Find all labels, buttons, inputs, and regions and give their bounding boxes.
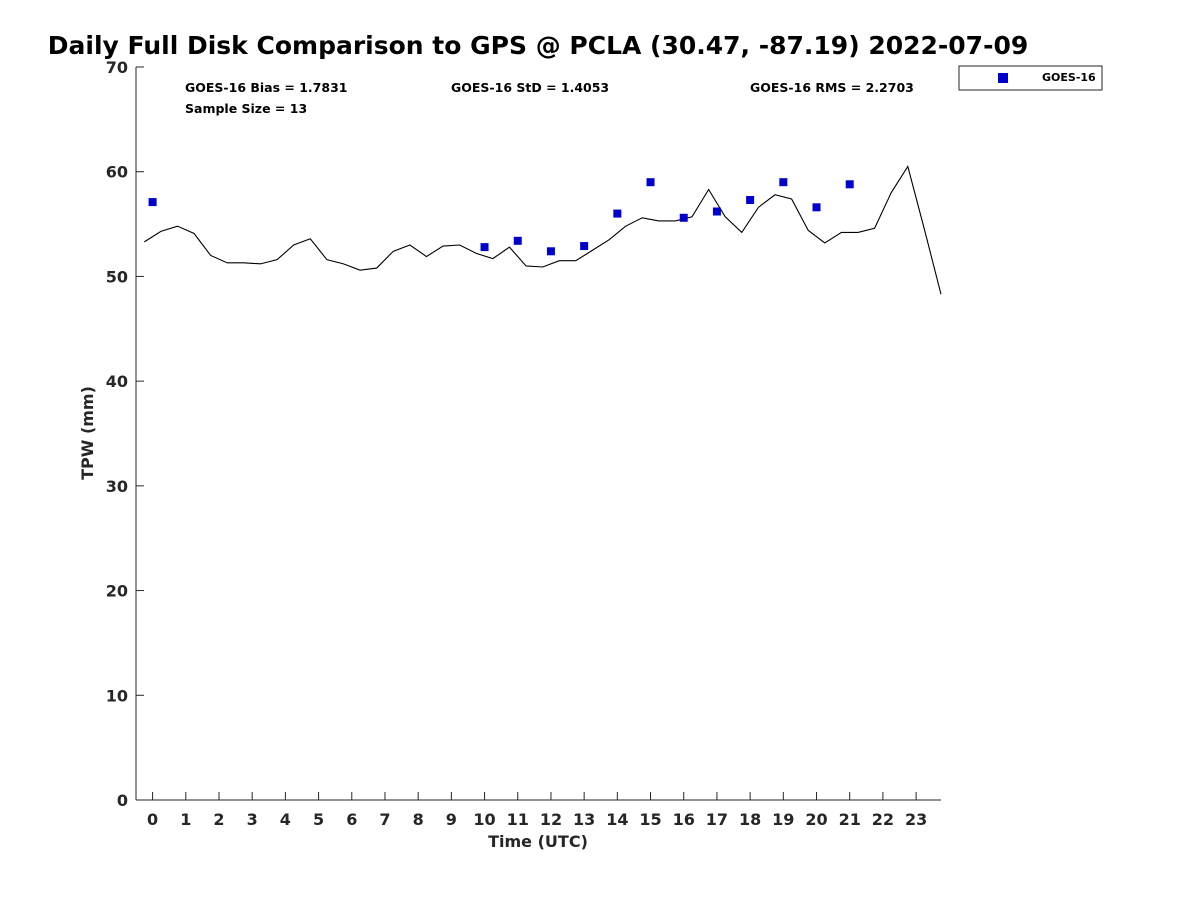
goes16-scatter-series xyxy=(148,178,854,256)
goes16-data-point xyxy=(812,203,821,212)
x-tick-label: 14 xyxy=(606,810,628,829)
x-tick-label: 11 xyxy=(507,810,529,829)
gps-tpw-line xyxy=(144,165,942,295)
goes16-data-point xyxy=(546,247,555,256)
y-axis-label: TPW (mm) xyxy=(78,386,97,480)
x-tick-label: 2 xyxy=(213,810,224,829)
y-tick-label: 70 xyxy=(106,58,128,77)
goes16-data-point xyxy=(646,178,655,187)
y-tick-label: 0 xyxy=(117,791,128,810)
y-tick-label: 20 xyxy=(106,582,128,601)
goes16-data-point xyxy=(779,178,788,187)
y-tick-label: 10 xyxy=(106,686,128,705)
goes16-data-point xyxy=(513,236,522,245)
x-tick-label: 8 xyxy=(413,810,424,829)
axes xyxy=(135,67,941,801)
x-tick-label: 22 xyxy=(872,810,894,829)
x-tick-label: 16 xyxy=(673,810,695,829)
x-tick-label: 10 xyxy=(473,810,495,829)
x-axis-label: Time (UTC) xyxy=(488,832,588,851)
legend: GOES-16 xyxy=(958,65,1103,91)
x-tick-label: 7 xyxy=(379,810,390,829)
x-tick-label: 13 xyxy=(573,810,595,829)
y-tick-label: 30 xyxy=(106,477,128,496)
goes16-data-point xyxy=(148,198,157,207)
y-tick-label: 40 xyxy=(106,372,128,391)
goes16-data-point xyxy=(580,242,589,251)
x-axis-ticks: 0 1 2 3 4 5 6 7 8 9 10 11 12 13 14 15 16 17 18 19 20 21 22 23 xyxy=(147,792,927,829)
chart-title: Daily Full Disk Comparison to GPS @ PCLA… xyxy=(48,31,1029,60)
goes16-data-point xyxy=(613,209,622,218)
goes16-data-point xyxy=(845,180,854,189)
x-tick-label: 3 xyxy=(247,810,258,829)
y-tick-label: 60 xyxy=(106,163,128,182)
stat-rms: GOES-16 RMS = 2.2703 xyxy=(750,80,914,95)
x-tick-label: 21 xyxy=(839,810,861,829)
x-tick-label: 1 xyxy=(180,810,191,829)
x-tick-label: 20 xyxy=(805,810,827,829)
legend-box xyxy=(958,65,1103,91)
x-tick-label: 18 xyxy=(739,810,761,829)
x-tick-label: 12 xyxy=(540,810,562,829)
x-tick-label: 5 xyxy=(313,810,324,829)
stat-sample-size: Sample Size = 13 xyxy=(185,101,307,116)
legend-marker-goes16 xyxy=(998,73,1008,83)
goes16-data-point xyxy=(746,195,755,204)
statistics-annotations: GOES-16 Bias = 1.7831 GOES-16 StD = 1.40… xyxy=(185,80,914,116)
x-tick-label: 23 xyxy=(905,810,927,829)
x-tick-label: 17 xyxy=(706,810,728,829)
x-tick-label: 4 xyxy=(280,810,291,829)
stat-bias: GOES-16 Bias = 1.7831 xyxy=(185,80,347,95)
goes16-data-point xyxy=(480,243,489,252)
x-tick-label: 19 xyxy=(772,810,794,829)
x-tick-label: 15 xyxy=(639,810,661,829)
gps-line-series xyxy=(144,165,942,295)
x-tick-label: 6 xyxy=(346,810,357,829)
y-tick-label: 50 xyxy=(106,267,128,286)
x-tick-label: 0 xyxy=(147,810,158,829)
goes16-data-point xyxy=(679,213,688,222)
y-axis-ticks: 0 10 20 30 40 50 60 70 xyxy=(106,58,144,810)
legend-label-goes16: GOES-16 xyxy=(1042,71,1096,84)
x-tick-label: 9 xyxy=(446,810,457,829)
goes16-data-point xyxy=(712,207,721,216)
stat-std: GOES-16 StD = 1.4053 xyxy=(451,80,609,95)
